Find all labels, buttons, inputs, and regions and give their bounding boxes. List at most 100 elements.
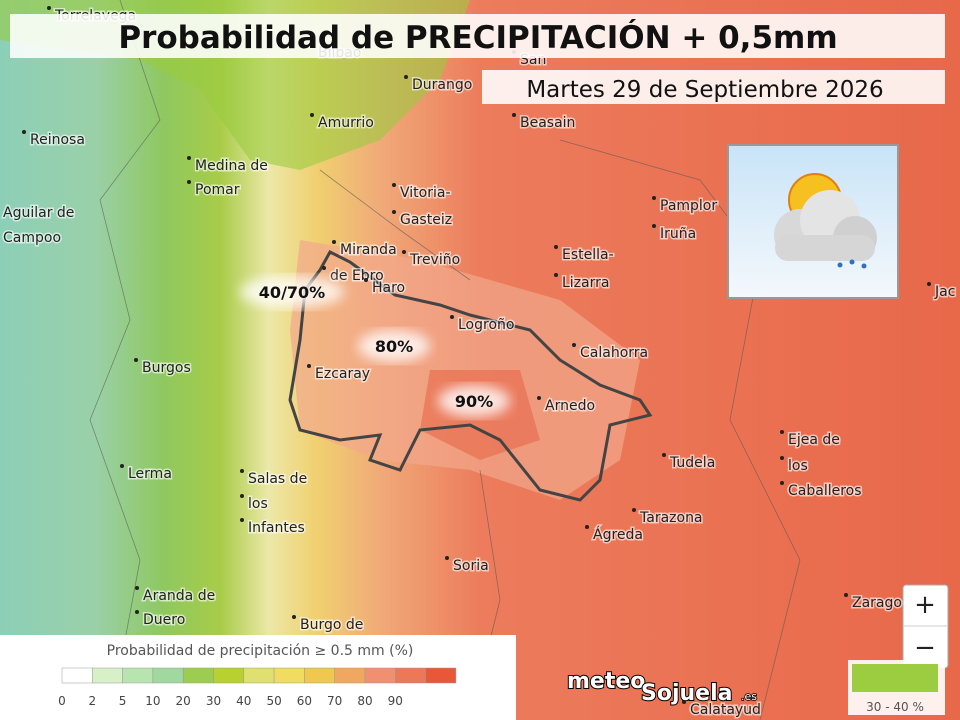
legend-label: 2 bbox=[88, 694, 96, 708]
legend-swatch bbox=[395, 667, 426, 684]
place-dot bbox=[240, 469, 244, 473]
legend-swatch bbox=[334, 667, 366, 684]
place-label: Burgo de bbox=[300, 617, 363, 633]
place-label: Pamplor bbox=[660, 198, 717, 214]
place-dot bbox=[554, 273, 558, 277]
legend-label: 70 bbox=[327, 694, 342, 708]
place-label: Ezcaray bbox=[315, 366, 370, 382]
place-label: Pomar bbox=[195, 182, 240, 198]
place-label: Reinosa bbox=[30, 132, 85, 148]
place-dot bbox=[310, 113, 314, 117]
place-label: Calatayud bbox=[690, 702, 761, 718]
place-dot bbox=[537, 396, 541, 400]
place-label: de Ebro bbox=[330, 268, 384, 284]
place-dot bbox=[307, 364, 311, 368]
legend-swatch bbox=[92, 667, 123, 684]
place-label: Tudela bbox=[669, 455, 715, 471]
legend-swatch bbox=[213, 667, 245, 684]
legend-label: 0 bbox=[58, 694, 66, 708]
place-label: Gasteiz bbox=[400, 212, 452, 228]
legend-label: 40 bbox=[236, 694, 251, 708]
place-label: Soria bbox=[453, 558, 489, 574]
place-label: Aguilar de bbox=[3, 205, 74, 221]
place-label: Zarago bbox=[852, 595, 902, 611]
title-box bbox=[10, 14, 945, 58]
place-label: Miranda bbox=[340, 242, 397, 258]
legend-label: 10 bbox=[145, 694, 160, 708]
place-label: Caballeros bbox=[788, 483, 862, 499]
weather-icon bbox=[727, 144, 899, 299]
place-dot bbox=[47, 6, 51, 10]
place-dot bbox=[392, 210, 396, 214]
place-label: Treviño bbox=[409, 252, 460, 268]
logo-left: meteo bbox=[567, 669, 645, 694]
annotation-halo bbox=[358, 330, 430, 362]
legend-label: 90 bbox=[388, 694, 403, 708]
legend-swatch bbox=[152, 667, 184, 684]
place-dot bbox=[652, 224, 656, 228]
place-label: Estella- bbox=[562, 247, 614, 263]
place-dot bbox=[322, 266, 326, 270]
place-label: Calahorra bbox=[580, 345, 648, 361]
place-label: Amurrio bbox=[318, 115, 374, 131]
annotation-halo bbox=[438, 385, 510, 417]
place-label: Vitoria- bbox=[400, 185, 451, 201]
legend-swatch bbox=[122, 667, 154, 684]
place-dot bbox=[844, 593, 848, 597]
place-dot bbox=[662, 453, 666, 457]
place-label: Infantes bbox=[248, 520, 305, 536]
place-dot bbox=[652, 196, 656, 200]
place-label: Ágreda bbox=[593, 526, 643, 543]
place-dot bbox=[780, 456, 784, 460]
place-dot bbox=[632, 508, 636, 512]
title: Probabilidad de PRECIPITACIÓN + 0,5mm bbox=[118, 19, 837, 56]
place-label: Arnedo bbox=[545, 398, 595, 414]
legend-label: 60 bbox=[297, 694, 312, 708]
place-dot bbox=[187, 180, 191, 184]
zoom-control: + − bbox=[902, 584, 949, 669]
place-dot bbox=[450, 315, 454, 319]
place-dot bbox=[780, 430, 784, 434]
place-dot bbox=[927, 282, 931, 286]
place-label: Logroño bbox=[458, 317, 514, 333]
place-dot bbox=[404, 75, 408, 79]
place-label: Tarazona bbox=[639, 510, 703, 526]
place-dot bbox=[135, 586, 139, 590]
legend-label: 50 bbox=[266, 694, 281, 708]
place-dot bbox=[392, 183, 396, 187]
legend-swatch bbox=[243, 667, 275, 684]
place-label: Aranda de bbox=[143, 588, 215, 604]
logo-suffix: .es bbox=[741, 690, 757, 703]
scale-badge: 30 - 40 % bbox=[866, 700, 924, 714]
place-dot bbox=[572, 343, 576, 347]
place-dot bbox=[240, 494, 244, 498]
place-label: los bbox=[788, 458, 808, 474]
legend-swatch bbox=[425, 667, 457, 684]
rioja-border bbox=[288, 250, 653, 502]
zoom-out[interactable]: − bbox=[914, 633, 936, 663]
place-label: Duero bbox=[143, 612, 185, 628]
place-dot bbox=[780, 481, 784, 485]
legend-scale: 0 2 5 10 20 30 40 50 60 70 80 90 bbox=[58, 667, 457, 708]
place-label: Burgos bbox=[142, 360, 191, 376]
place-dot bbox=[135, 610, 139, 614]
place-label: Beasain bbox=[520, 115, 575, 131]
place-labels: TorrelavegaBilbaoSanDurangoAmurrioBeasai… bbox=[2, 6, 957, 720]
legend-label: 5 bbox=[119, 694, 127, 708]
place-dot bbox=[364, 278, 368, 282]
place-label: Ejea de bbox=[788, 432, 840, 448]
place-dot bbox=[240, 518, 244, 522]
place-dot bbox=[402, 250, 406, 254]
date: Martes 29 de Septiembre 2026 bbox=[526, 77, 883, 103]
place-label: Lerma bbox=[128, 466, 172, 482]
place-label: Medina de bbox=[195, 158, 268, 174]
place-dot bbox=[292, 615, 296, 619]
zoom-in[interactable]: + bbox=[914, 590, 936, 620]
boundaries bbox=[89, 0, 801, 720]
place-dot bbox=[120, 464, 124, 468]
annotation-halo bbox=[240, 276, 344, 308]
place-dot bbox=[22, 130, 26, 134]
legend-label: 80 bbox=[357, 694, 372, 708]
place-label: Durango bbox=[412, 77, 472, 93]
